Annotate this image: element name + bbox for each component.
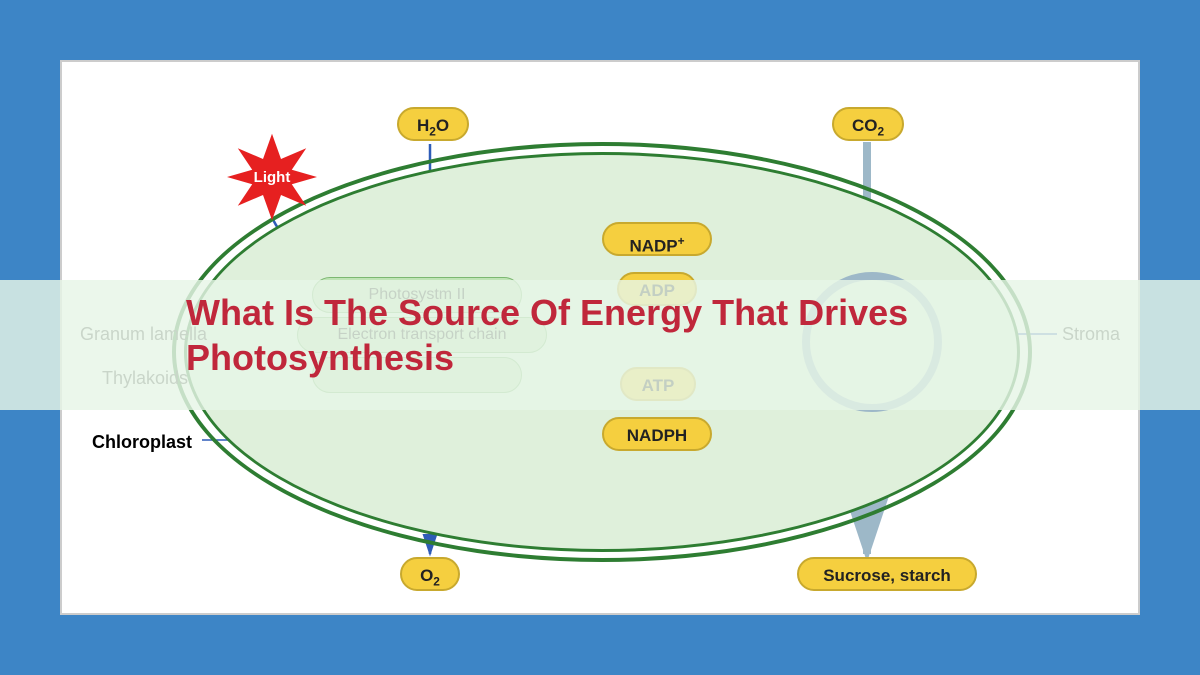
pill-nadp: NADP+: [602, 222, 712, 256]
pill-nadph: NADPH: [602, 417, 712, 451]
page-background: Photosystm IIElectron transport chain NA…: [0, 0, 1200, 675]
output-o2: O2: [400, 557, 460, 591]
input-h2o: H2O: [397, 107, 469, 141]
output-sucrose: Sucrose, starch: [797, 557, 977, 591]
light-star: Light: [227, 132, 317, 222]
light-label: Light: [254, 169, 291, 186]
input-co2: CO2: [832, 107, 904, 141]
label-chloroplast: Chloroplast: [92, 432, 192, 453]
page-title: What Is The Source Of Energy That Drives…: [186, 290, 1046, 380]
